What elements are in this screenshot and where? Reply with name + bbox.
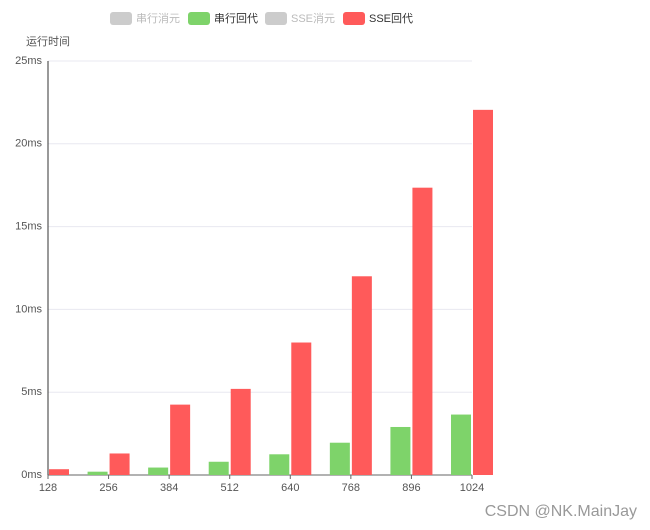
x-tick-label: 512 — [221, 482, 239, 494]
y-tick-label: 0ms — [21, 469, 42, 481]
legend-label[interactable]: SSE回代 — [369, 12, 413, 25]
bar — [148, 467, 169, 475]
x-tick-label: 640 — [281, 482, 299, 494]
y-tick-label: 10ms — [15, 303, 42, 315]
legend-label[interactable]: SSE消元 — [291, 11, 335, 25]
x-tick-label: 1024 — [460, 482, 484, 494]
legend-swatch[interactable] — [110, 12, 132, 25]
bar — [109, 453, 130, 475]
bar — [230, 388, 251, 475]
y-tick-label: 5ms — [21, 386, 42, 398]
watermark: CSDN @NK.MainJay — [485, 503, 637, 520]
y-tick-label: 20ms — [15, 138, 42, 150]
bar — [208, 461, 229, 475]
x-tick-label: 896 — [402, 482, 420, 494]
bar — [170, 404, 191, 475]
bar — [329, 442, 350, 475]
legend-swatch[interactable] — [265, 12, 287, 25]
y-axis-name: 运行时间 — [26, 35, 70, 48]
legend-label[interactable]: 串行消元 — [136, 11, 180, 25]
bars — [49, 109, 493, 476]
y-tick-label: 25ms — [15, 55, 42, 67]
bar — [473, 109, 493, 476]
legend-label[interactable]: 串行回代 — [214, 12, 258, 25]
x-tick-label: 768 — [342, 482, 360, 494]
x-tick-label: 128 — [39, 482, 57, 494]
bar — [49, 469, 69, 475]
bar — [291, 342, 312, 475]
bar — [390, 426, 411, 475]
bar — [412, 187, 433, 475]
x-tick-label: 384 — [160, 482, 178, 494]
legend-swatch[interactable] — [188, 12, 210, 25]
bar — [87, 471, 108, 475]
legend-swatch[interactable] — [343, 12, 365, 25]
x-tick-label: 256 — [99, 482, 117, 494]
bar — [351, 276, 372, 475]
bar — [451, 414, 471, 475]
y-tick-label: 15ms — [15, 221, 42, 233]
bar — [269, 454, 290, 475]
